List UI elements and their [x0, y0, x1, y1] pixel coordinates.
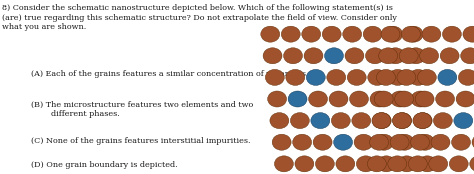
Ellipse shape	[390, 134, 409, 150]
Ellipse shape	[456, 91, 474, 107]
Ellipse shape	[411, 91, 430, 107]
Ellipse shape	[397, 69, 416, 85]
Ellipse shape	[372, 113, 391, 129]
Ellipse shape	[331, 113, 350, 129]
Ellipse shape	[410, 134, 429, 150]
Ellipse shape	[315, 156, 334, 172]
Ellipse shape	[383, 26, 402, 42]
Ellipse shape	[367, 156, 386, 172]
Ellipse shape	[268, 91, 287, 107]
Ellipse shape	[379, 48, 398, 64]
Ellipse shape	[415, 91, 434, 107]
Ellipse shape	[265, 69, 284, 85]
Ellipse shape	[356, 156, 375, 172]
Ellipse shape	[306, 69, 325, 85]
Ellipse shape	[395, 91, 414, 107]
Ellipse shape	[408, 156, 427, 172]
Ellipse shape	[463, 26, 474, 42]
Ellipse shape	[270, 113, 289, 129]
Ellipse shape	[304, 48, 323, 64]
Ellipse shape	[334, 134, 353, 150]
Ellipse shape	[370, 134, 389, 150]
Ellipse shape	[404, 26, 423, 42]
Ellipse shape	[274, 156, 293, 172]
Ellipse shape	[413, 113, 432, 129]
Ellipse shape	[329, 91, 348, 107]
Ellipse shape	[286, 69, 305, 85]
Ellipse shape	[313, 134, 332, 150]
Ellipse shape	[311, 113, 330, 129]
Ellipse shape	[422, 26, 441, 42]
Ellipse shape	[409, 69, 428, 85]
Ellipse shape	[374, 91, 393, 107]
Ellipse shape	[283, 48, 302, 64]
Ellipse shape	[302, 26, 321, 42]
Ellipse shape	[345, 48, 364, 64]
Ellipse shape	[391, 91, 410, 107]
Ellipse shape	[397, 156, 416, 172]
Ellipse shape	[376, 69, 395, 85]
Ellipse shape	[309, 91, 328, 107]
Ellipse shape	[363, 26, 382, 42]
Ellipse shape	[352, 113, 371, 129]
Ellipse shape	[327, 69, 346, 85]
Ellipse shape	[288, 91, 307, 107]
Ellipse shape	[472, 134, 474, 150]
Ellipse shape	[470, 156, 474, 172]
Ellipse shape	[399, 48, 418, 64]
Ellipse shape	[452, 134, 471, 150]
Ellipse shape	[263, 48, 282, 64]
Ellipse shape	[416, 134, 435, 150]
Ellipse shape	[325, 48, 344, 64]
Ellipse shape	[419, 48, 438, 64]
Ellipse shape	[433, 113, 452, 129]
Ellipse shape	[418, 69, 437, 85]
Ellipse shape	[393, 113, 412, 129]
Ellipse shape	[372, 113, 391, 129]
Ellipse shape	[431, 134, 450, 150]
Ellipse shape	[343, 26, 362, 42]
Ellipse shape	[454, 113, 473, 129]
Ellipse shape	[377, 156, 396, 172]
Ellipse shape	[365, 48, 384, 64]
Text: (B) The microstructure features two elements and two
        different phases.: (B) The microstructure features two elem…	[31, 101, 253, 118]
Ellipse shape	[436, 91, 455, 107]
Ellipse shape	[292, 134, 311, 150]
Ellipse shape	[295, 156, 314, 172]
Ellipse shape	[386, 48, 405, 64]
Ellipse shape	[281, 26, 300, 42]
Ellipse shape	[406, 48, 425, 64]
Text: (D) One grain boundary is depicted.: (D) One grain boundary is depicted.	[31, 161, 177, 169]
Ellipse shape	[461, 48, 474, 64]
Ellipse shape	[272, 134, 291, 150]
Ellipse shape	[418, 156, 437, 172]
Ellipse shape	[388, 69, 407, 85]
Ellipse shape	[401, 26, 420, 42]
Ellipse shape	[392, 113, 411, 129]
Ellipse shape	[291, 113, 310, 129]
Text: (A) Each of the grains features a similar concentration of vacancies.: (A) Each of the grains features a simila…	[31, 70, 308, 78]
Ellipse shape	[354, 134, 373, 150]
Ellipse shape	[336, 156, 355, 172]
Ellipse shape	[429, 156, 448, 172]
Ellipse shape	[374, 134, 393, 150]
Ellipse shape	[368, 69, 387, 85]
Ellipse shape	[438, 69, 457, 85]
Ellipse shape	[395, 134, 414, 150]
Ellipse shape	[413, 113, 432, 129]
Ellipse shape	[388, 156, 407, 172]
Ellipse shape	[449, 156, 468, 172]
Text: (C) None of the grains features interstitial impurities.: (C) None of the grains features intersti…	[31, 137, 250, 145]
Ellipse shape	[381, 26, 400, 42]
Ellipse shape	[261, 26, 280, 42]
Ellipse shape	[322, 26, 341, 42]
Text: 8) Consider the schematic nanostructure depicted below. Which of the following s: 8) Consider the schematic nanostructure …	[2, 4, 397, 31]
Ellipse shape	[347, 69, 366, 85]
Ellipse shape	[458, 69, 474, 85]
Ellipse shape	[349, 91, 368, 107]
Ellipse shape	[442, 26, 461, 42]
Ellipse shape	[440, 48, 459, 64]
Ellipse shape	[370, 91, 389, 107]
